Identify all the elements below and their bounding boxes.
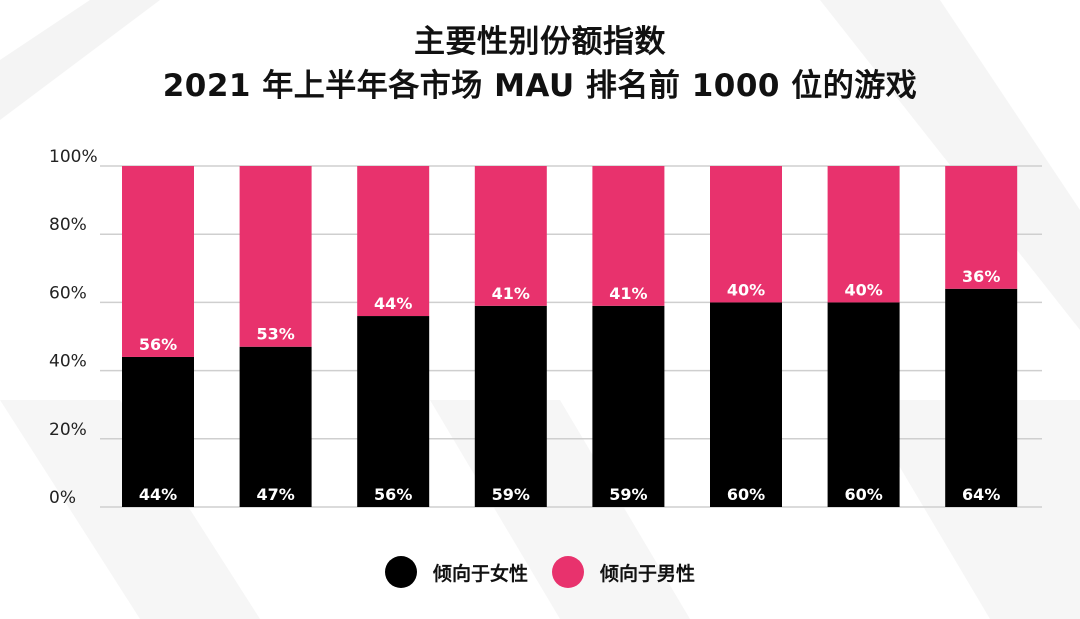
bar-female: [474, 305, 547, 507]
bar-label-male: 40%: [727, 280, 765, 299]
bar-female: [357, 316, 430, 507]
y-tick-label: 40%: [49, 352, 87, 372]
bar-male: [239, 166, 312, 347]
bar-label-female: 60%: [844, 485, 882, 504]
bar-value-labels: 44% 56% 47% 53% 56% 44% 59% 41% 59% 41% 60% 40% 60% 4…: [139, 267, 1000, 504]
bar-label-male: 44%: [374, 294, 412, 313]
bar-label-female: 59%: [609, 485, 647, 504]
legend-item-male: 倾向于男性: [552, 556, 695, 588]
legend: 倾向于女性 倾向于男性: [0, 556, 1080, 588]
legend-swatch-male: [552, 556, 584, 588]
bar-male: [945, 166, 1018, 289]
legend-label-male: 倾向于男性: [600, 562, 696, 585]
bar-male: [827, 166, 900, 303]
chart-subtitle: 2021 年上半年各市场 MAU 排名前 1000 位的游戏: [162, 68, 918, 104]
bar-label-female: 44%: [139, 485, 177, 504]
bar-label-female: 56%: [374, 485, 412, 504]
chart-title: 主要性别份额指数: [414, 24, 666, 60]
bar-male: [710, 166, 782, 303]
bar-label-male: 56%: [139, 335, 177, 354]
legend-item-female: 倾向于女性: [384, 556, 528, 588]
bar-male: [592, 166, 665, 306]
bar-label-male: 41%: [492, 284, 530, 303]
bar-female: [945, 288, 1018, 507]
bar-female: [239, 346, 312, 507]
bar-label-female: 59%: [492, 485, 530, 504]
bar-label-male: 53%: [256, 325, 294, 344]
bar-label-female: 47%: [256, 485, 294, 504]
bar-female: [827, 302, 900, 507]
bar-label-male: 36%: [962, 267, 1000, 286]
bar-female: [710, 302, 782, 507]
bar-label-female: 64%: [962, 485, 1000, 504]
bar-label-female: 60%: [727, 485, 765, 504]
bar-label-male: 41%: [609, 284, 647, 303]
y-axis-tick-labels: 0% 20% 40% 60% 80% 100%: [49, 147, 98, 508]
y-tick-label: 20%: [49, 420, 87, 440]
bars: [122, 166, 1018, 507]
legend-label-female: 倾向于女性: [432, 562, 528, 585]
bar-label-male: 40%: [844, 280, 882, 299]
y-tick-label: 60%: [49, 283, 87, 303]
y-tick-label: 0%: [49, 488, 76, 508]
bar-female: [122, 356, 194, 507]
bar-male: [122, 166, 194, 357]
legend-swatch-female: [384, 556, 417, 588]
bar-male: [357, 166, 430, 317]
bar-male: [474, 166, 547, 306]
bar-female: [592, 305, 665, 507]
y-tick-label: 80%: [49, 215, 87, 235]
y-tick-label: 100%: [49, 147, 98, 167]
